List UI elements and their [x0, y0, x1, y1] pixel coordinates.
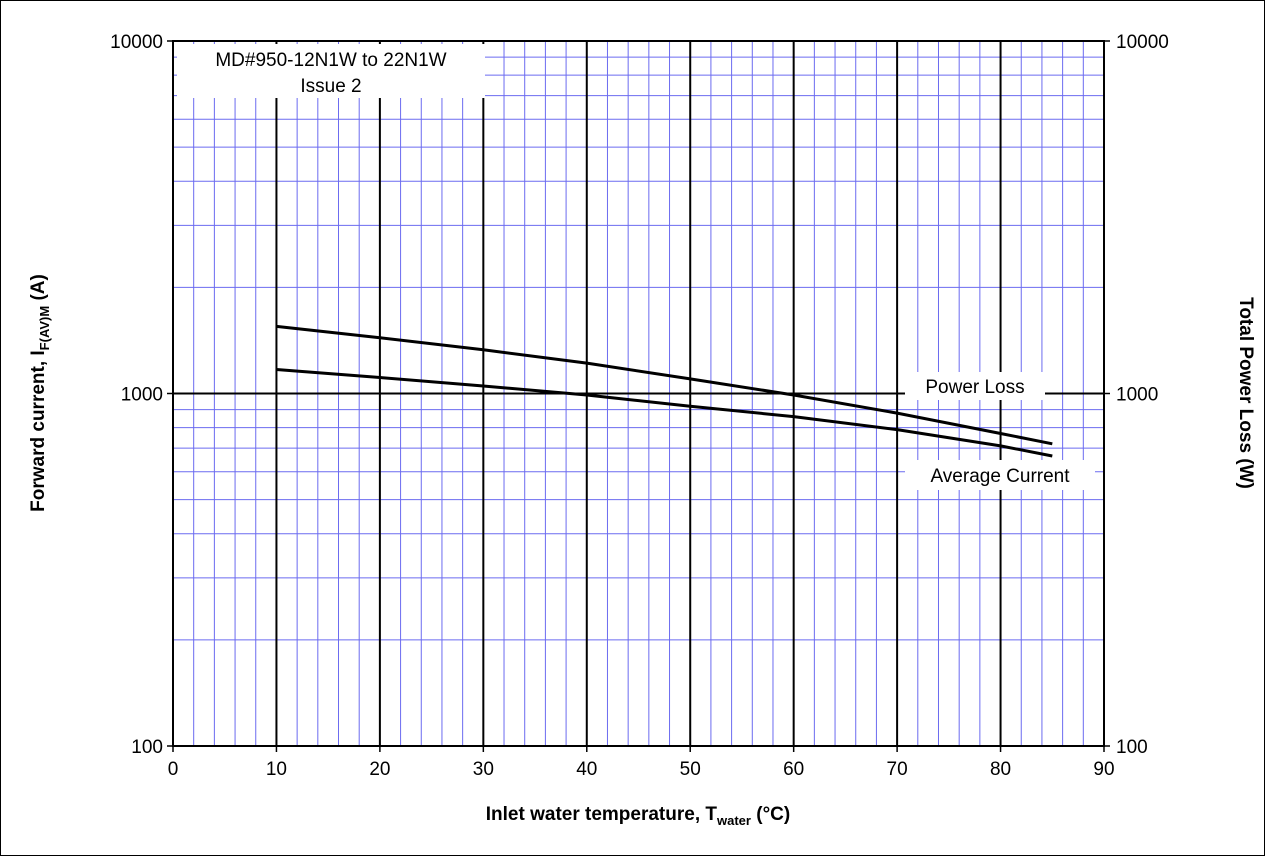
x-tick-label: 80 — [990, 759, 1011, 780]
y-tick-label-left: 10000 — [110, 32, 163, 53]
series-group — [276, 324, 1053, 458]
y-tick-label-left: 100 — [131, 737, 163, 758]
x-axis-label: Inlet water temperature, Twater (°C) — [486, 804, 790, 828]
annotation-box — [177, 44, 485, 98]
major-grid — [173, 41, 1104, 746]
series-line-average-current — [276, 368, 1053, 458]
annotation-line2: Issue 2 — [300, 76, 361, 97]
label-bg-power-loss — [905, 372, 1045, 400]
annotation-line1: MD#950-12N1W to 22N1W — [215, 50, 446, 71]
series-line-power-loss — [276, 324, 1053, 446]
y-tick-label-right: 1000 — [1116, 385, 1158, 406]
x-tick-label: 30 — [473, 759, 494, 780]
x-tick-label: 40 — [576, 759, 597, 780]
x-tick-label: 10 — [266, 759, 287, 780]
series-label-average-current: Average Current — [930, 466, 1070, 487]
y-axis-label-left: Forward current, IF(AV)M (A) — [28, 274, 52, 512]
x-tick-label: 50 — [680, 759, 701, 780]
x-tick-label: 60 — [783, 759, 804, 780]
y-tick-label-right: 100 — [1116, 737, 1148, 758]
x-tick-label: 20 — [369, 759, 390, 780]
plot-border — [172, 40, 1105, 747]
x-tick-label: 0 — [168, 759, 179, 780]
y-tick-label-left: 1000 — [121, 385, 163, 406]
y-axis-label-right: Total Power Loss (W) — [1235, 297, 1256, 489]
x-tick-label: 70 — [887, 759, 908, 780]
series-label-power-loss: Power Loss — [925, 377, 1024, 398]
label-bg-average-current — [905, 460, 1095, 490]
axis-ticks: 0 10 20 30 40 50 60 70 80 90100100010000100100010… — [110, 32, 1169, 780]
x-tick-label: 90 — [1093, 759, 1114, 780]
y-tick-label-right: 10000 — [1116, 32, 1169, 53]
